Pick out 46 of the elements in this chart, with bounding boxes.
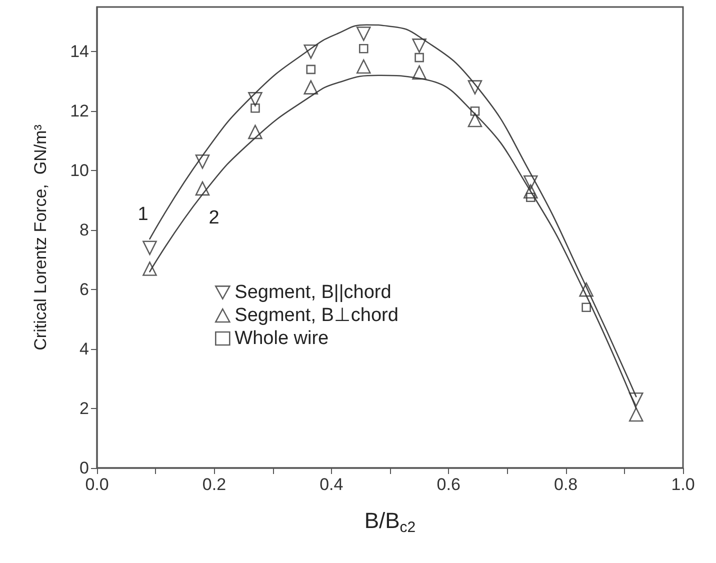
point [468,80,482,94]
y-tick-label: 14 [70,42,89,62]
x-tick-label: 0.4 [320,475,344,494]
point [356,59,371,74]
point [250,103,260,113]
y-tick-label: 4 [80,340,89,359]
y-tick-label: 0 [80,458,89,478]
y-tick-label: 8 [80,220,89,240]
point [526,192,536,202]
point [195,181,210,196]
y-axis-title: Critical Lorentz Force, GN/m³ [31,124,50,350]
x-tick-label: 0.8 [554,475,578,494]
point [628,407,644,422]
point [304,44,318,59]
point [358,44,368,54]
y-tick-label: 10 [70,161,89,180]
point [248,124,262,140]
point [248,92,262,106]
legend-label: Segment, B||chord [234,282,392,303]
x-tick-label: 0.0 [85,475,109,494]
legend-label: Segment, B⊥chord [234,305,398,326]
point [412,65,426,80]
y-tick-label: 2 [80,399,89,418]
point [412,38,426,53]
annotation: 2 [208,208,220,229]
point [142,262,157,276]
point [304,80,318,94]
legend-label: Whole wire [234,328,329,349]
point [195,154,210,169]
x-tick-label: 1.0 [671,475,695,494]
point [470,106,480,116]
y-tick-label: 12 [70,102,89,121]
x-tick-label: 0.6 [436,475,460,494]
point [523,175,538,190]
x-tick-label: 0.2 [202,475,226,494]
point [582,302,591,312]
y-tick-label: 6 [80,280,89,300]
point [468,112,482,128]
point [142,240,157,256]
annotation: 1 [138,204,148,225]
point [414,52,424,62]
point [579,282,594,297]
point [356,26,371,41]
point [306,64,316,74]
point [523,184,538,199]
point [628,392,644,407]
